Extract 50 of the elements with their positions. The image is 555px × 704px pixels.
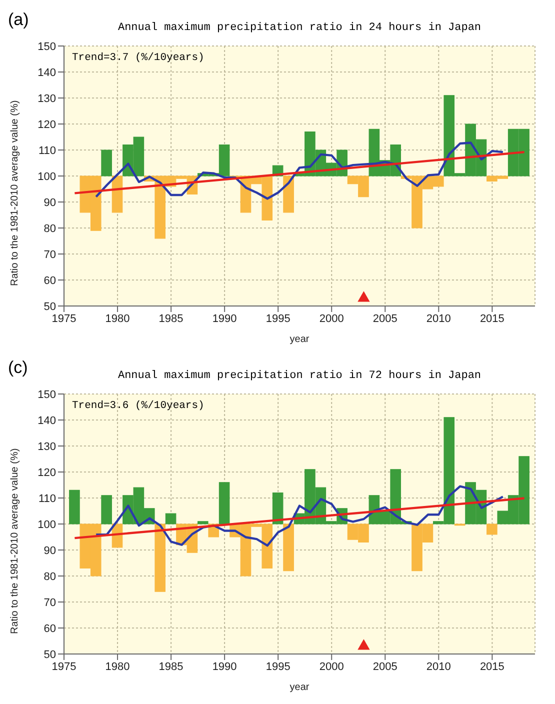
y-tick-label: 150 (38, 40, 56, 53)
y-tick-label: 100 (38, 170, 56, 183)
y-tick-label: 90 (44, 544, 56, 557)
annotation: Trend=3.7 (%/10years) (72, 52, 204, 64)
x-axis-title: year (290, 334, 310, 345)
x-axis-title: year (290, 682, 310, 693)
y-tick-label: 90 (44, 196, 56, 209)
x-tick-label: 2010 (426, 660, 451, 673)
x-tick-label: 2010 (426, 312, 451, 325)
y-tick-label: 150 (38, 388, 56, 401)
x-tick-label: 1980 (105, 660, 130, 673)
y-tick-label: 50 (44, 300, 56, 313)
annotation: Trend=3.6 (%/10years) (72, 400, 204, 412)
y-tick-label: 70 (44, 248, 56, 261)
y-tick-label: 110 (38, 492, 56, 505)
x-tick-label: 2015 (480, 312, 504, 325)
y-tick-label: 140 (38, 414, 56, 427)
y-tick-label: 130 (38, 440, 56, 453)
x-tick-label: 2005 (372, 312, 398, 325)
text: (c) (8, 358, 28, 378)
y-tick-label: 80 (44, 222, 56, 235)
y-axis-title: Ratio to the 1981-2010 average value (%) (10, 100, 21, 286)
y-tick-label: 60 (44, 274, 56, 287)
x-tick-label: 1975 (52, 312, 76, 325)
x-tick-label: 2000 (319, 312, 344, 325)
x-tick-label: 2015 (480, 660, 504, 673)
x-tick-label: 2005 (372, 660, 398, 673)
x-tick-label: 1980 (105, 312, 130, 325)
y-tick-label: 100 (38, 518, 56, 531)
y-tick-label: 140 (38, 66, 56, 79)
chart-title: Annual maximum precipitation ratio in 24 hours in Japan (116, 22, 482, 34)
y-tick-label: 60 (44, 622, 56, 635)
y-tick-label: 80 (44, 570, 56, 583)
x-tick-label: 1990 (212, 312, 237, 325)
y-tick-label: 70 (44, 596, 56, 609)
x-tick-label: 1985 (158, 660, 184, 673)
text: (a) (8, 10, 29, 30)
y-tick-label: 50 (44, 648, 56, 661)
y-tick-label: 120 (38, 118, 56, 131)
y-tick-label: 130 (38, 92, 56, 105)
y-axis-title: Ratio to the 1981-2010 average value (%) (10, 448, 21, 634)
y-tick-label: 110 (38, 144, 56, 157)
x-tick-label: 1990 (212, 660, 237, 673)
x-tick-label: 1975 (52, 660, 76, 673)
x-tick-label: 2000 (319, 660, 344, 673)
chart-title: Annual maximum precipitation ratio in 72 hours in Japan (116, 370, 482, 382)
x-tick-label: 1995 (266, 312, 290, 325)
x-tick-label: 1985 (158, 312, 184, 325)
y-tick-label: 120 (38, 466, 56, 479)
x-tick-label: 1995 (266, 660, 290, 673)
